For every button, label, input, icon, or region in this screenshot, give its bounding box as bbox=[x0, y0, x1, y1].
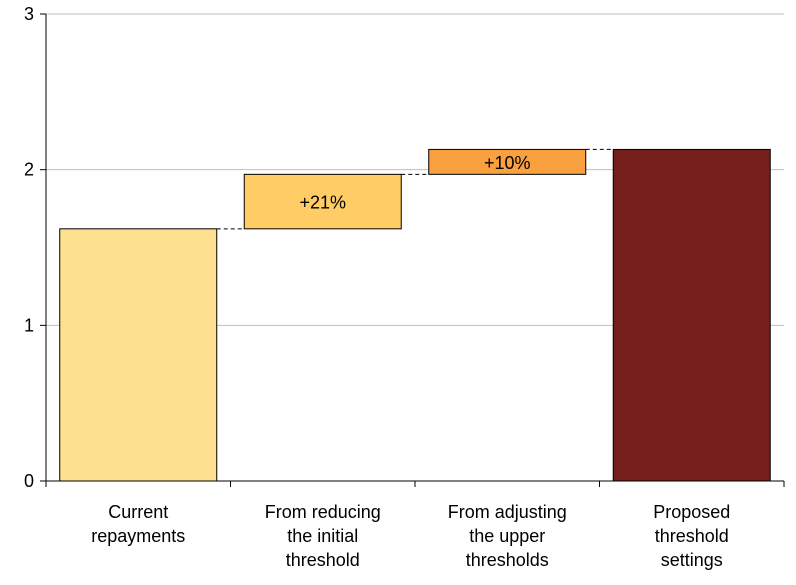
y-tick-label: 0 bbox=[24, 471, 34, 491]
bars bbox=[59, 148, 771, 482]
total-bar bbox=[612, 148, 771, 482]
x-category-label: the upper bbox=[469, 526, 545, 546]
axes bbox=[40, 13, 785, 487]
x-category-label: Current bbox=[108, 502, 168, 522]
connector-lines bbox=[216, 148, 614, 230]
x-category-label: From reducing bbox=[265, 502, 381, 522]
x-category-label: Proposed bbox=[653, 502, 730, 522]
x-category-label: settings bbox=[661, 550, 723, 570]
x-category-label: thresholds bbox=[466, 550, 549, 570]
bar-data-label: +21% bbox=[299, 193, 346, 213]
y-tick-label: 3 bbox=[24, 4, 34, 24]
labels: 0 1 2 3 +21% +10% Current repayments From reduci… bbox=[24, 4, 730, 570]
x-category-label: threshold bbox=[286, 550, 360, 570]
x-category-label: the initial bbox=[287, 526, 358, 546]
x-category-label: threshold bbox=[655, 526, 729, 546]
increment-bar bbox=[428, 148, 587, 175]
bar-data-label: +10% bbox=[484, 153, 531, 173]
x-category-label: From adjusting bbox=[448, 502, 567, 522]
y-tick-label: 1 bbox=[24, 315, 34, 335]
y-tick-label: 2 bbox=[24, 160, 34, 180]
total-bar bbox=[59, 228, 218, 482]
increment-bar bbox=[243, 173, 402, 230]
x-category-label: repayments bbox=[91, 526, 185, 546]
